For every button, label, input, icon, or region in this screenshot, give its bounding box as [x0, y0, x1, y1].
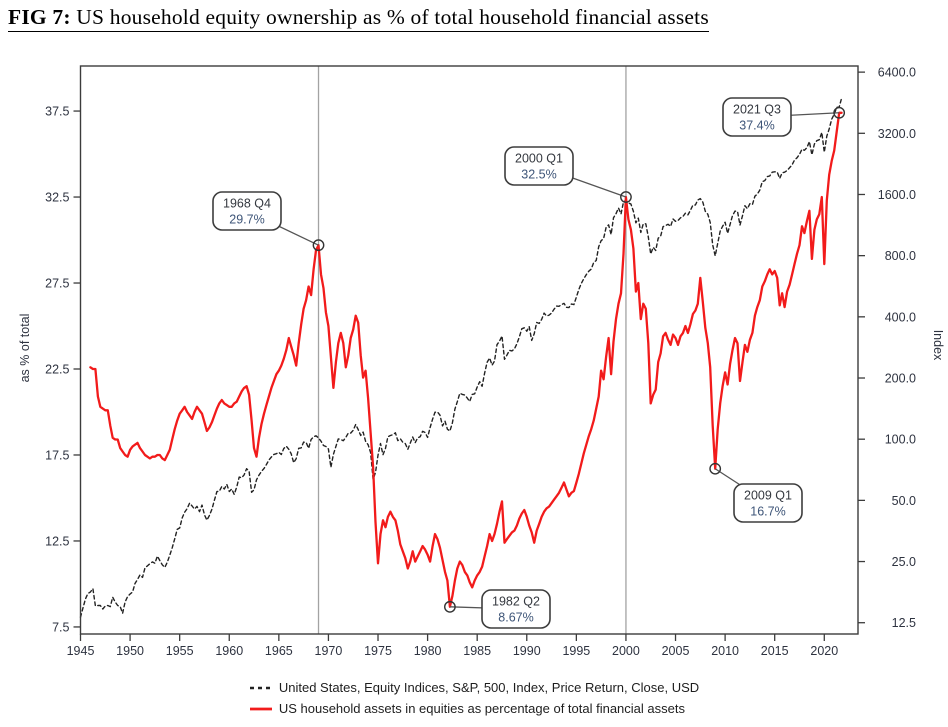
- x-tick-label: 1980: [414, 644, 442, 658]
- figure-title-text: US household equity ownership as % of to…: [70, 5, 709, 29]
- annotation-2009-q1: 2009 Q1 16.7%: [709, 462, 803, 523]
- left-tick-label: 27.5: [45, 277, 69, 291]
- annotation-1982-q2: 1982 Q2 8.67%: [444, 589, 551, 629]
- x-tick-label: 1970: [315, 644, 343, 658]
- left-tick-label: 12.5: [45, 534, 69, 548]
- annotation-date-label: 1982 Q2: [492, 595, 540, 609]
- annotation-box: [212, 191, 282, 231]
- annotation-box: [722, 97, 792, 137]
- x-tick-label: 2005: [662, 644, 690, 658]
- annotation-point-marker: [620, 191, 632, 203]
- sp500-series-line: [79, 97, 843, 618]
- left-tick-label: 22.5: [45, 363, 69, 377]
- right-tick-label: 800.0: [885, 249, 916, 263]
- right-axis-title: Index: [931, 330, 945, 361]
- annotation-date-label: 2009 Q1: [744, 489, 792, 503]
- annotation-2000-q1: 2000 Q1 32.5%: [504, 146, 632, 203]
- dashed-line-swatch-icon: [249, 686, 272, 689]
- left-axis-title: as % of total: [18, 314, 32, 383]
- chart-legend: United States, Equity Indices, S&P, 500,…: [0, 677, 948, 719]
- x-tick-label: 1945: [67, 644, 95, 658]
- right-tick-label: 1600.0: [878, 188, 916, 202]
- figure-number: FIG 7:: [8, 5, 71, 29]
- annotation-1968-q4: 1968 Q4 29.7%: [212, 191, 325, 252]
- annotation-box: [504, 146, 574, 186]
- x-tick-label: 1995: [562, 644, 590, 658]
- legend-label-sp500: United States, Equity Indices, S&P, 500,…: [278, 680, 700, 695]
- annotation-value-label: 32.5%: [521, 168, 556, 182]
- right-tick-label: 6400.0: [878, 66, 916, 80]
- right-tick-label: 100.0: [885, 433, 916, 447]
- annotation-value-label: 8.67%: [498, 611, 533, 625]
- x-tick-label: 2000: [612, 644, 640, 658]
- left-tick-label: 37.5: [45, 105, 69, 119]
- left-tick-label: 7.5: [52, 620, 69, 634]
- right-tick-label: 50.0: [892, 494, 916, 508]
- legend-item-sp500: United States, Equity Indices, S&P, 500,…: [249, 677, 699, 698]
- x-tick-label: 2020: [810, 644, 838, 658]
- left-tick-label: 32.5: [45, 191, 69, 205]
- right-tick-label: 200.0: [885, 372, 916, 386]
- right-tick-label: 3200.0: [878, 127, 916, 141]
- x-tick-label: 1975: [364, 644, 392, 658]
- annotation-value-label: 16.7%: [750, 505, 785, 519]
- household-series-line: [89, 111, 843, 608]
- x-tick-label: 1960: [215, 644, 243, 658]
- x-tick-label: 2015: [761, 644, 789, 658]
- right-tick-label: 400.0: [885, 310, 916, 324]
- annotation-2021-q3: 2021 Q3 37.4%: [722, 97, 846, 137]
- plot-border: [79, 65, 859, 635]
- right-tick-label: 12.5: [892, 616, 916, 630]
- right-tick-label: 25.0: [892, 555, 916, 569]
- axes: 1945 1950 1955 1960 1965 1970 1975 1980 1985 1990…: [18, 65, 945, 658]
- annotation-date-label: 2000 Q1: [515, 152, 563, 166]
- annotation-value-label: 37.4%: [739, 119, 774, 133]
- x-tick-label: 1985: [463, 644, 491, 658]
- annotation-point-marker: [833, 106, 846, 119]
- annotation-point-marker: [709, 462, 722, 475]
- left-tick-label: 17.5: [45, 448, 69, 462]
- annotations: 1968 Q4 29.7% 2000 Q1 32.5% 2021 Q3 37.4% 2009…: [212, 97, 846, 629]
- right-axis-ticks: 12.5 25.0 50.0 100.0 200.0 400.0 800.0 1600.0 32…: [858, 66, 916, 630]
- x-tick-label: 1950: [116, 644, 144, 658]
- x-axis-ticks: 1945 1950 1955 1960 1965 1970 1975 1980 1985 1990…: [67, 634, 838, 658]
- figure-title: FIG 7: US household equity ownership as …: [8, 5, 709, 32]
- annotation-date-label: 1968 Q4: [223, 197, 271, 211]
- annotation-box: [733, 483, 803, 523]
- legend-item-household: US household assets in equities as perce…: [249, 698, 685, 719]
- annotation-value-label: 29.7%: [229, 213, 264, 227]
- red-line-swatch-icon: [249, 707, 272, 710]
- annotation-point-marker: [312, 239, 325, 252]
- annotation-box: [481, 589, 551, 629]
- event-lines: [317, 66, 627, 634]
- annotation-point-marker: [444, 600, 456, 613]
- legend-label-household: US household assets in equities as perce…: [278, 701, 685, 716]
- x-tick-label: 2010: [711, 644, 739, 658]
- left-axis-ticks: 7.5 12.5 17.5 22.5 27.5 32.5 37.5: [45, 105, 81, 634]
- x-tick-label: 1990: [513, 644, 541, 658]
- annotation-date-label: 2021 Q3: [733, 103, 781, 117]
- x-tick-label: 1955: [166, 644, 194, 658]
- x-tick-label: 1965: [265, 644, 293, 658]
